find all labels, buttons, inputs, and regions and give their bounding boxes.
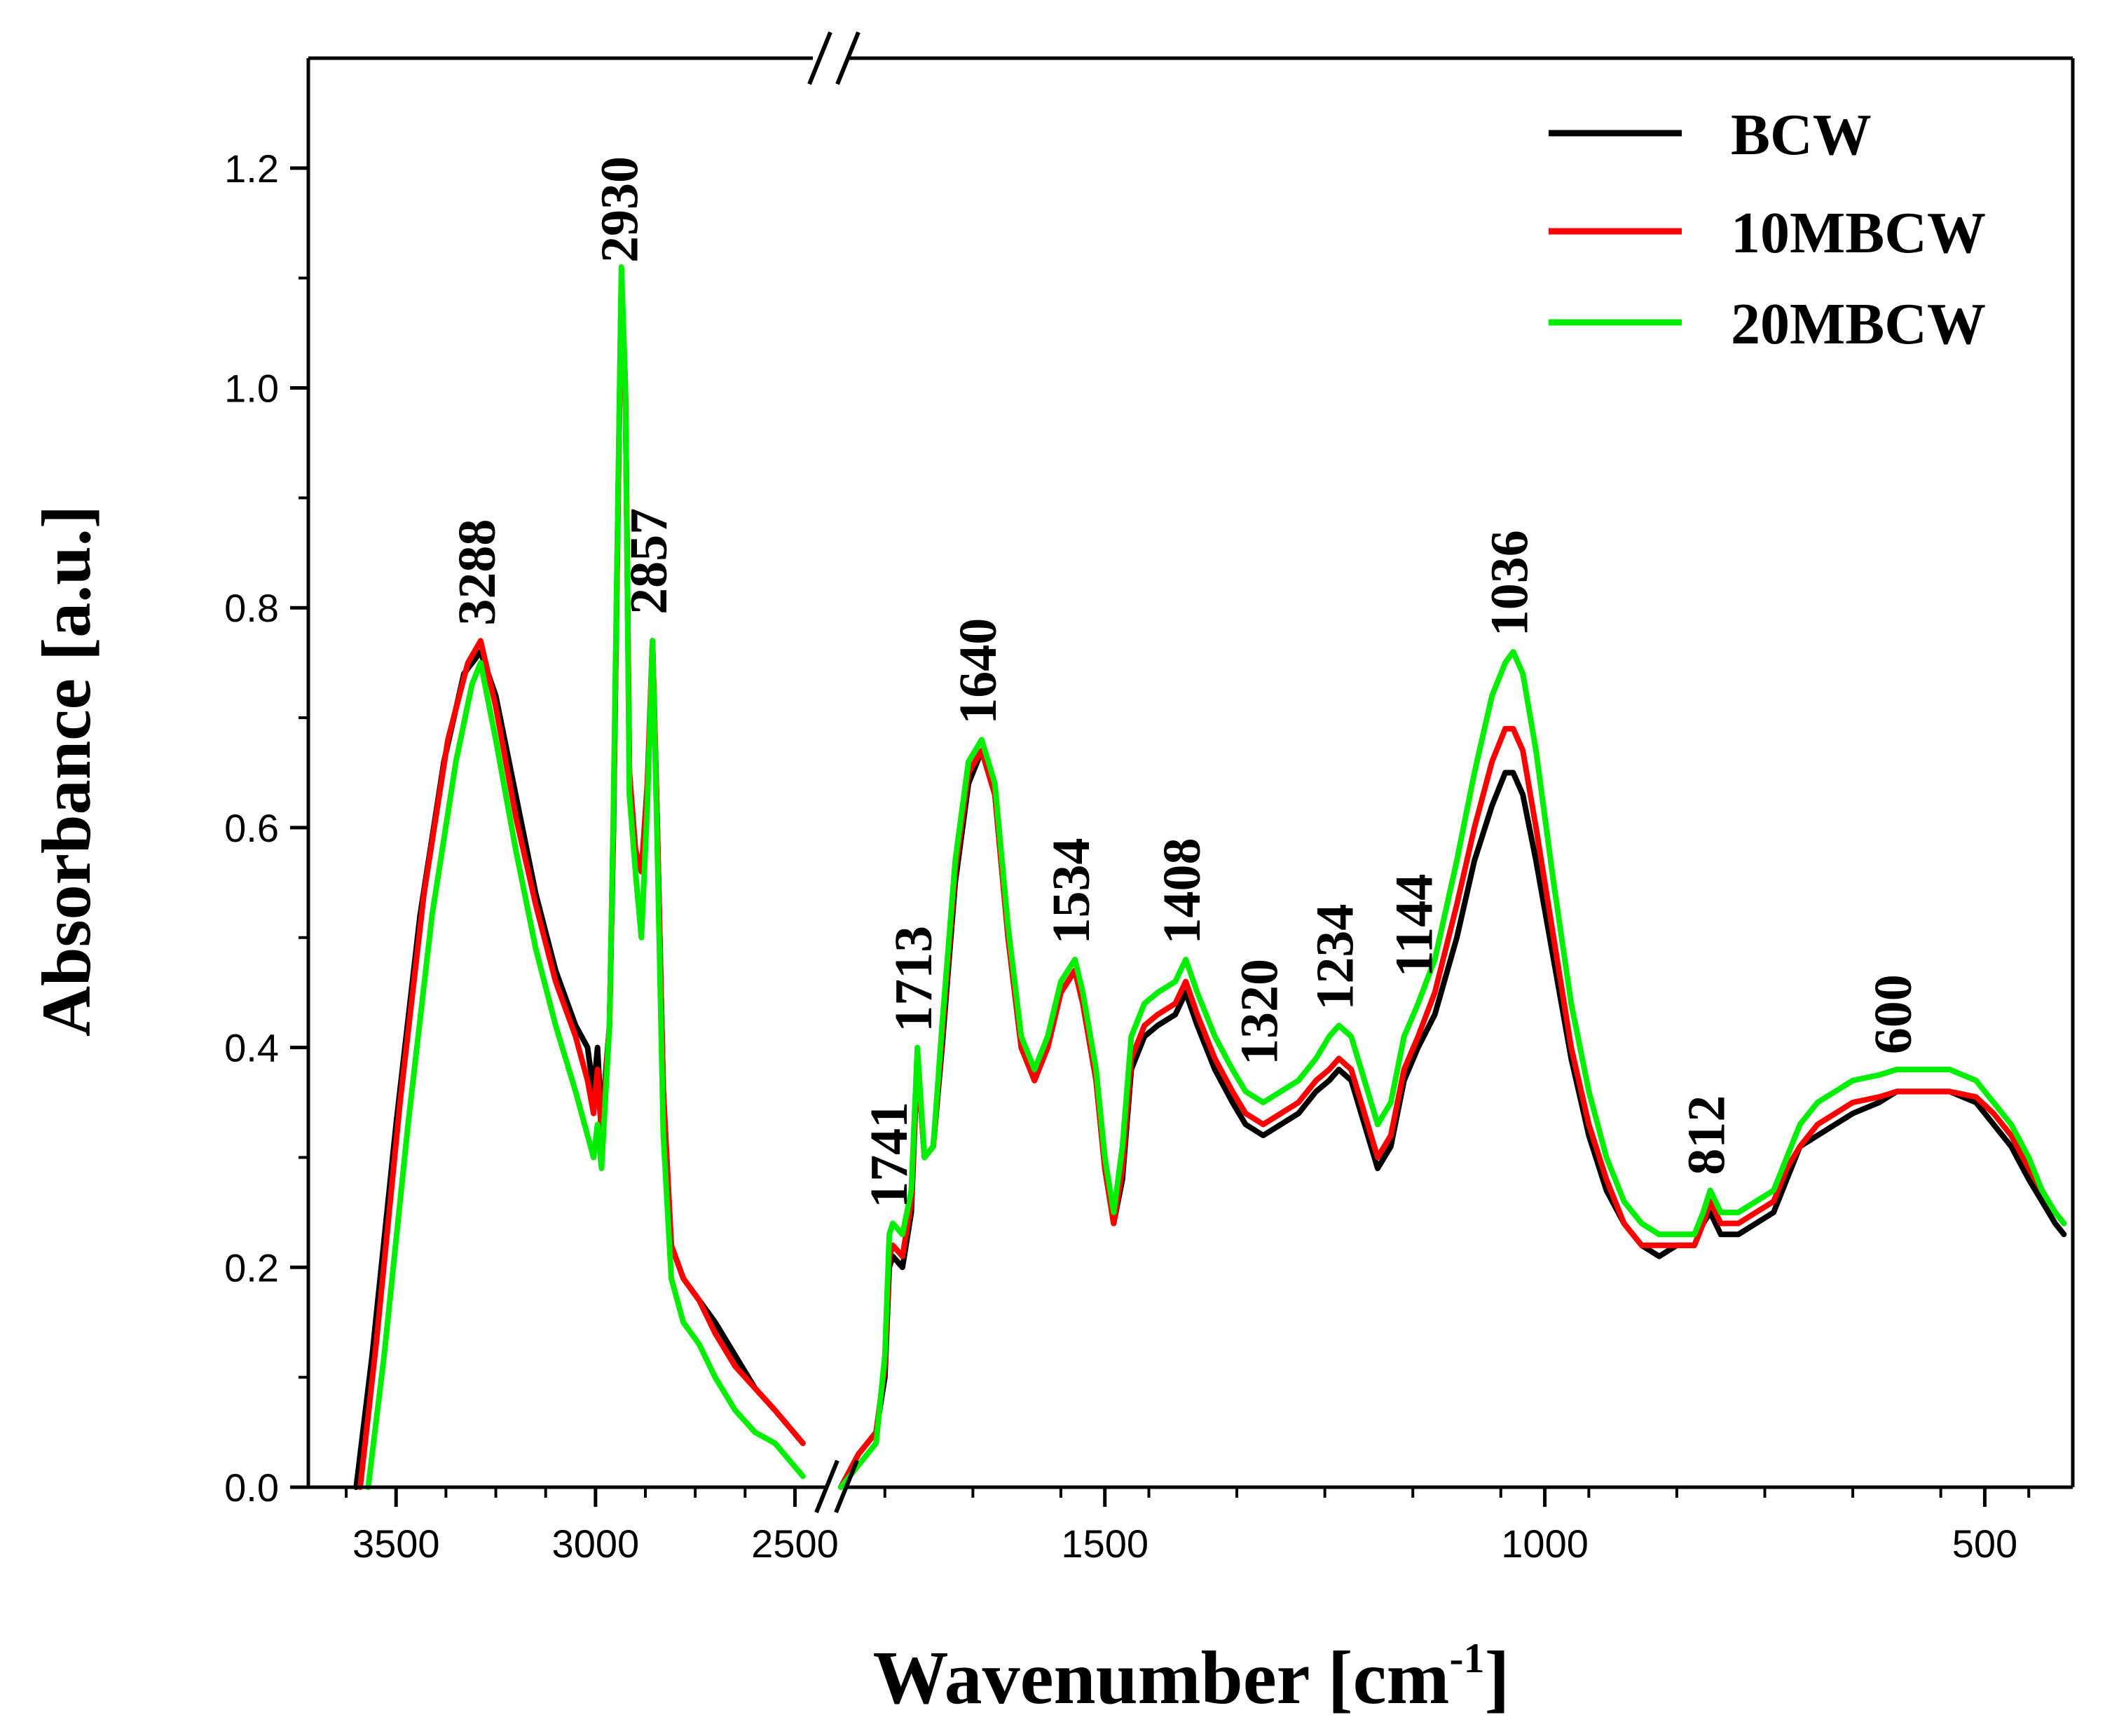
x-tick-label: 500: [1952, 1522, 2017, 1566]
y-tick-label: 0.0: [224, 1465, 279, 1510]
y-tick-label: 1.0: [224, 367, 279, 411]
legend-label-bcw: BCW: [1731, 102, 1872, 168]
series-line-bcw: [838, 748, 2067, 1490]
legend-label-20mbcw: 20MBCW: [1731, 292, 1986, 357]
legend-label-10mbcw: 10MBCW: [1731, 200, 1986, 266]
x-tick-label: 2500: [751, 1522, 839, 1566]
y-tick-label: 0.4: [224, 1026, 279, 1070]
x-tick-label: 1000: [1501, 1522, 1589, 1566]
peak-label: 2857: [619, 508, 678, 615]
x-axis-title-end: ]: [1484, 1636, 1509, 1720]
series-layer: [353, 264, 2067, 1490]
peak-label: 1036: [1480, 530, 1539, 636]
x-axis-title: Wavenumber [cm-1]: [873, 1635, 1510, 1720]
peak-label: 1320: [1230, 959, 1289, 1065]
x-axis-title-superscript: -1: [1449, 1635, 1484, 1681]
peak-label: 1713: [884, 926, 943, 1032]
x-axis-ticks: 3500 3000 2500 1500 1000 500: [345, 1487, 2031, 1566]
x-tick-label: 1500: [1061, 1522, 1149, 1566]
plot-frame: [306, 56, 2075, 1489]
series-line-20mbcw: [365, 264, 806, 1490]
x-tick-label: 3000: [552, 1522, 640, 1566]
peak-label: 1144: [1385, 874, 1444, 978]
peak-label: 1534: [1042, 838, 1101, 945]
peak-annotations: 3288 2930 2857 1741 1713 1640 1534 1408 1320 1234…: [448, 156, 1923, 1208]
peak-label: 3288: [448, 519, 507, 626]
axis-break-marks: [807, 31, 860, 1514]
series-line-20mbcw: [838, 649, 2067, 1490]
y-axis-title: Absorbance [a.u.]: [27, 505, 105, 1037]
y-tick-label: 0.8: [224, 586, 279, 630]
x-tick-label: 3500: [352, 1522, 440, 1566]
peak-label: 1640: [949, 618, 1008, 725]
x-axis-title-main: Wavenumber [cm: [873, 1636, 1450, 1720]
peak-label: 812: [1678, 1095, 1736, 1175]
y-axis-ticks: 0.0 0.2 0.4 0.6 0.8 1.0 1.2: [224, 146, 308, 1510]
series-line-10mbcw: [838, 725, 2067, 1490]
legend: BCW 10MBCW 20MBCW: [1549, 102, 1986, 357]
peak-label: 1741: [860, 1102, 919, 1208]
series-line-10mbcw: [357, 275, 806, 1490]
peak-label: 1408: [1153, 838, 1212, 945]
peak-label: 1234: [1306, 904, 1365, 1011]
y-tick-label: 0.6: [224, 806, 279, 850]
y-tick-label: 1.2: [224, 146, 279, 191]
y-tick-label: 0.2: [224, 1245, 279, 1290]
peak-label: 2930: [591, 156, 650, 263]
peak-label: 600: [1864, 974, 1923, 1054]
